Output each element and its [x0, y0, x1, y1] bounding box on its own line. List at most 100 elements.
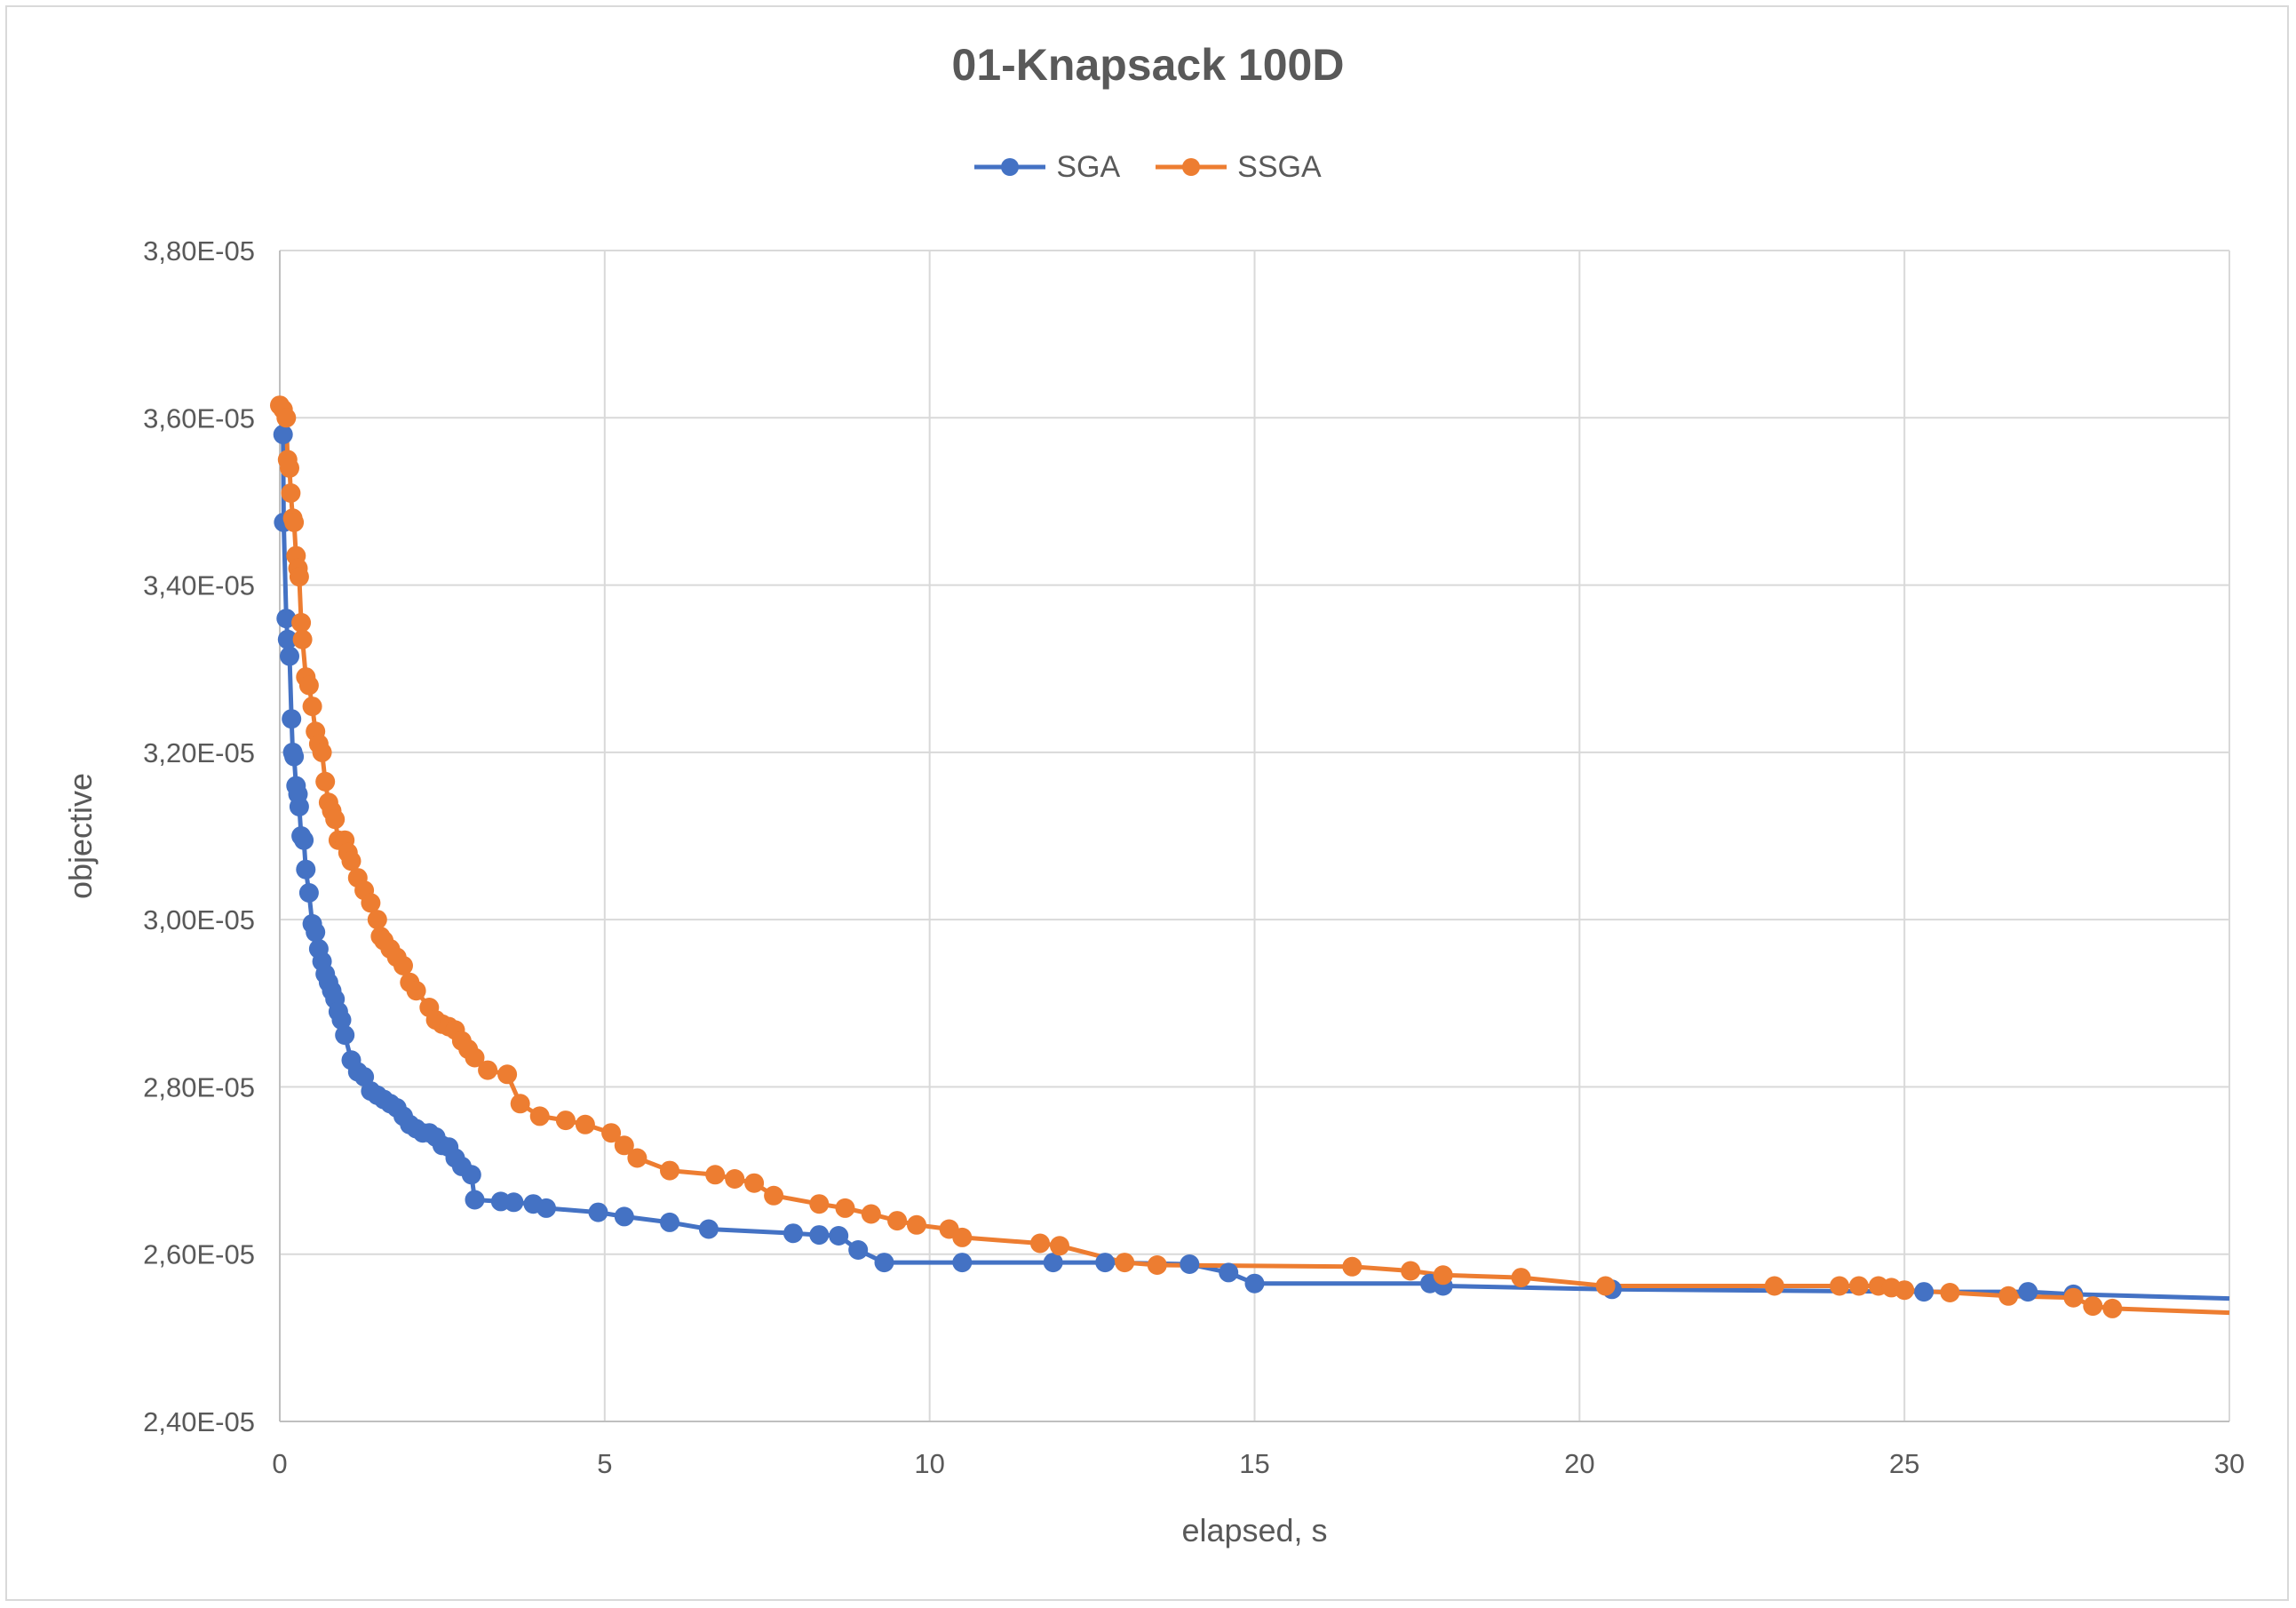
data-point-sga	[614, 1206, 634, 1227]
data-point-sga	[1095, 1253, 1116, 1273]
data-point-ssga	[291, 612, 312, 633]
data-point-ssga	[497, 1064, 518, 1085]
legend-item-ssga: SSGA	[1156, 147, 1322, 187]
data-point-sga	[289, 797, 309, 816]
data-point-sga	[829, 1226, 849, 1246]
data-point-sga	[465, 1190, 485, 1210]
x-tick-label: 25	[1889, 1448, 1919, 1479]
x-tick-label: 5	[597, 1448, 612, 1479]
y-axis-title: objective	[62, 773, 99, 899]
data-point-ssga	[1595, 1276, 1616, 1296]
x-axis-title: elapsed, s	[1181, 1512, 1327, 1548]
data-point-ssga	[627, 1148, 647, 1168]
y-tick-label: 3,80E-05	[143, 235, 255, 267]
data-point-sga	[331, 1010, 352, 1031]
x-tick-label: 20	[1564, 1448, 1594, 1479]
data-point-ssga	[705, 1165, 726, 1185]
data-point-sga	[294, 830, 314, 850]
data-point-ssga	[1030, 1233, 1050, 1254]
x-tick-label: 15	[1239, 1448, 1269, 1479]
x-tick-label: 30	[2214, 1448, 2244, 1479]
data-point-sga	[306, 922, 326, 943]
legend-swatch-ssga	[1156, 158, 1227, 176]
data-point-ssga	[478, 1060, 498, 1080]
data-point-ssga	[861, 1204, 881, 1224]
y-tick-label: 3,60E-05	[143, 402, 255, 434]
data-point-sga	[1043, 1253, 1063, 1273]
data-point-sga	[1180, 1254, 1200, 1274]
data-point-ssga	[1115, 1253, 1135, 1273]
y-tick-label: 3,00E-05	[143, 904, 255, 935]
data-point-ssga	[367, 910, 387, 930]
data-point-ssga	[1511, 1268, 1531, 1288]
data-point-ssga	[1848, 1276, 1869, 1296]
data-point-sga	[276, 609, 297, 629]
data-point-sga	[698, 1219, 719, 1239]
data-point-ssga	[1764, 1276, 1784, 1296]
data-point-ssga	[1147, 1255, 1167, 1275]
data-point-sga	[660, 1212, 679, 1232]
data-point-ssga	[614, 1135, 634, 1156]
data-point-ssga	[660, 1160, 679, 1181]
data-point-sga	[952, 1253, 973, 1273]
data-point-ssga	[575, 1114, 595, 1134]
series-points	[270, 395, 2123, 1318]
data-point-ssga	[280, 458, 299, 478]
data-point-sga	[1219, 1262, 1239, 1283]
y-tick-label: 3,40E-05	[143, 570, 255, 601]
data-point-ssga	[341, 851, 361, 872]
data-point-ssga	[809, 1194, 830, 1214]
data-point-ssga	[835, 1198, 855, 1218]
data-point-ssga	[907, 1214, 926, 1235]
data-point-ssga	[1940, 1283, 1960, 1302]
data-point-ssga	[298, 675, 319, 696]
data-point-ssga	[465, 1047, 485, 1068]
data-point-ssga	[393, 955, 413, 975]
legend: SGA SSGA	[0, 147, 2296, 187]
data-point-sga	[1244, 1273, 1265, 1294]
chart-title: 01-Knapsack 100D	[951, 40, 1345, 90]
chart-frame	[5, 5, 2289, 1601]
y-tick-label: 2,60E-05	[143, 1239, 255, 1270]
data-point-ssga	[510, 1094, 530, 1114]
data-point-sga	[296, 859, 316, 880]
axes: 2,40E-05 2,60E-05 2,80E-05 3,00E-05 3,20E-05…	[143, 235, 2244, 1479]
data-point-ssga	[2083, 1296, 2103, 1317]
x-tick-label: 0	[272, 1448, 287, 1479]
data-point-ssga	[406, 981, 426, 1001]
data-point-sga	[273, 425, 293, 445]
data-point-ssga	[276, 408, 297, 428]
data-point-ssga	[1830, 1276, 1849, 1296]
data-point-sga	[282, 709, 302, 729]
data-point-sga	[536, 1198, 556, 1218]
legend-label-sga: SGA	[1056, 149, 1121, 184]
data-point-ssga	[1433, 1265, 1453, 1286]
data-point-sga	[588, 1202, 608, 1222]
grid-lines	[279, 250, 2230, 1422]
data-point-ssga	[952, 1227, 973, 1247]
data-point-ssga	[284, 513, 305, 532]
legend-label-ssga: SSGA	[1237, 149, 1322, 184]
legend-item-sga: SGA	[974, 147, 1120, 187]
data-point-ssga	[1342, 1256, 1363, 1277]
data-point-ssga	[2102, 1298, 2123, 1318]
data-point-ssga	[601, 1123, 622, 1143]
data-point-sga	[284, 746, 305, 767]
data-point-ssga	[555, 1110, 576, 1131]
data-point-ssga	[361, 893, 381, 913]
data-point-ssga	[315, 771, 336, 792]
data-point-ssga	[2063, 1287, 2084, 1308]
data-point-ssga	[292, 629, 313, 649]
data-point-ssga	[887, 1211, 908, 1231]
data-point-ssga	[302, 697, 322, 717]
legend-swatch-sga	[974, 158, 1046, 176]
data-point-sga	[2018, 1282, 2038, 1302]
data-point-ssga	[1998, 1286, 2019, 1306]
axis-labels: elapsed, s objective	[62, 773, 1328, 1548]
data-point-ssga	[744, 1173, 765, 1193]
data-point-ssga	[1050, 1236, 1069, 1256]
data-point-ssga	[764, 1185, 784, 1206]
data-point-ssga	[312, 742, 332, 762]
x-tick-label: 10	[914, 1448, 944, 1479]
